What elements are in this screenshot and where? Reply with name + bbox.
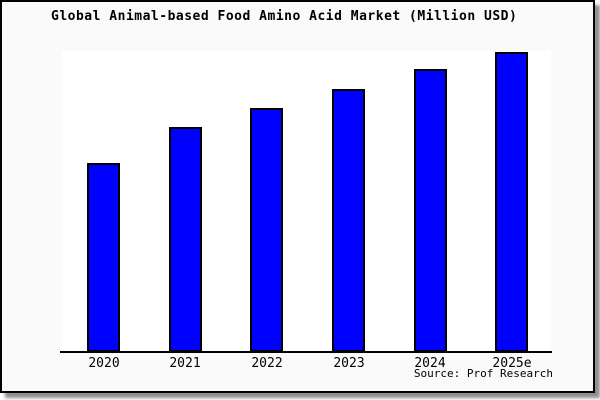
chart-title: Global Animal-based Food Amino Acid Mark… xyxy=(51,9,518,24)
x-tick-label-2021: 2021 xyxy=(169,356,201,371)
x-tick-label-2024: 2024 xyxy=(414,356,446,371)
chart-card: Global Animal-based Food Amino Acid Mark… xyxy=(0,0,595,393)
bar-2021 xyxy=(169,127,202,352)
x-tick-label-2022: 2022 xyxy=(251,356,283,371)
x-axis-line xyxy=(60,351,552,353)
x-tick-label-2023: 2023 xyxy=(333,356,365,371)
bar-2024 xyxy=(414,69,447,352)
x-tick-label-2020: 2020 xyxy=(88,356,120,371)
plot-area xyxy=(62,51,551,352)
bar-2022 xyxy=(250,108,283,352)
source-credit: Source: Prof Research xyxy=(413,367,553,380)
x-tick-label-2025e: 2025e xyxy=(492,356,532,371)
bar-2023 xyxy=(332,89,365,352)
bar-2020 xyxy=(87,163,120,352)
bar-2025e xyxy=(495,52,528,352)
